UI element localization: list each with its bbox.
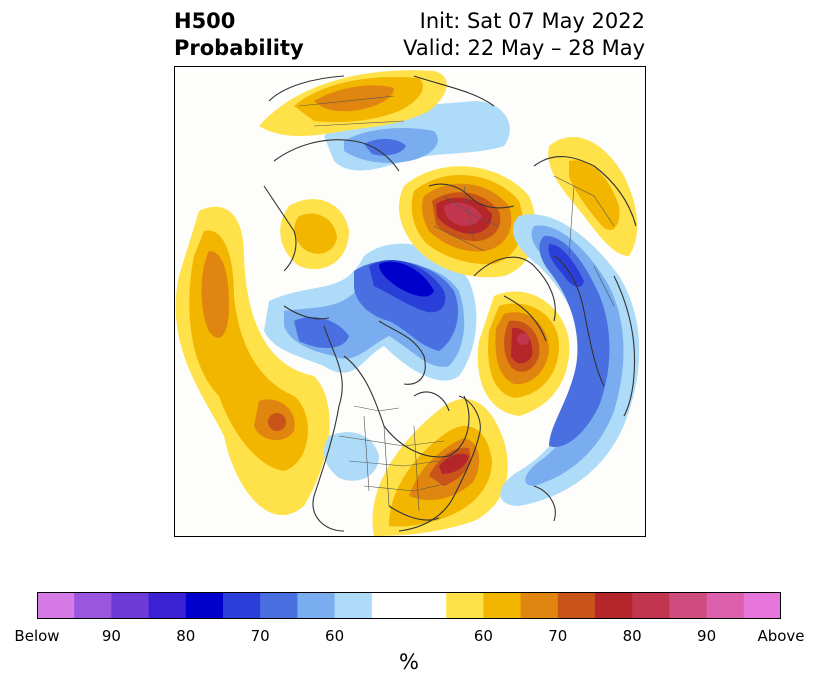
colorbar-swatch bbox=[371, 592, 410, 619]
product-label: Probability bbox=[174, 36, 304, 60]
country-borders bbox=[298, 95, 615, 512]
colorbar-swatch bbox=[446, 592, 484, 619]
colorbar-tick-label: Below bbox=[14, 627, 60, 645]
positive-anomaly-east-siberia bbox=[548, 137, 638, 256]
colorbar-svg bbox=[37, 592, 781, 619]
colorbar-tick-label: Above bbox=[757, 627, 805, 645]
colorbar-swatch bbox=[706, 592, 745, 619]
colorbar-swatch bbox=[520, 592, 559, 619]
colorbar-swatch bbox=[223, 592, 261, 619]
chart-title-right: Init: Sat 07 May 2022 Valid: 22 May – 28… bbox=[403, 8, 645, 62]
colorbar-tick-label: 60 bbox=[325, 627, 345, 645]
colorbar-tick-label: 60 bbox=[473, 627, 493, 645]
colorbar-swatch bbox=[632, 592, 670, 619]
colorbar-tick-label: 80 bbox=[622, 627, 642, 645]
colorbar-tick-label: 90 bbox=[101, 627, 121, 645]
negative-anomaly-central-us bbox=[323, 432, 379, 481]
colorbar-swatch bbox=[74, 592, 112, 619]
colorbar-swatch bbox=[669, 592, 708, 619]
negative-anomaly-arctic bbox=[264, 243, 477, 381]
positive-anomaly-alaska bbox=[280, 199, 349, 270]
colorbar-tick-label: 70 bbox=[548, 627, 568, 645]
probability-map bbox=[174, 66, 646, 537]
map-frame bbox=[174, 66, 646, 537]
variable-label: H500 bbox=[174, 9, 236, 33]
init-date-label: Init: Sat 07 May 2022 bbox=[419, 9, 645, 33]
colorbar-swatch bbox=[111, 592, 150, 619]
colorbar-tick-label: 90 bbox=[697, 627, 717, 645]
positive-anomaly-europe bbox=[399, 166, 536, 278]
valid-range-label: Valid: 22 May – 28 May bbox=[403, 36, 645, 60]
probability-fields bbox=[175, 70, 640, 536]
positive-anomaly-north-pacific bbox=[175, 206, 330, 516]
coastlines bbox=[263, 75, 637, 532]
positive-anomaly-north-america-east bbox=[372, 398, 508, 536]
colorbar-swatch bbox=[334, 592, 373, 619]
colorbar-tick-label: 70 bbox=[250, 627, 270, 645]
colorbar-tick-label: 80 bbox=[176, 627, 196, 645]
colorbar-swatch bbox=[743, 592, 781, 619]
colorbar-unit-label: % bbox=[399, 650, 419, 674]
chart-title-left: H500 Probability bbox=[174, 8, 304, 62]
colorbar-swatch bbox=[37, 592, 75, 619]
colorbar bbox=[37, 592, 781, 619]
colorbar-swatch bbox=[260, 592, 298, 619]
colorbar-swatch bbox=[557, 592, 596, 619]
colorbar-border bbox=[37, 592, 781, 619]
positive-anomaly-north-atlantic bbox=[477, 291, 570, 416]
map-svg bbox=[174, 66, 646, 537]
colorbar-swatch bbox=[595, 592, 633, 619]
colorbar-swatch bbox=[185, 592, 224, 619]
colorbar-swatch bbox=[483, 592, 522, 619]
colorbar-swatch bbox=[409, 592, 447, 619]
colorbar-swatch bbox=[148, 592, 187, 619]
positive-anomaly-siberia-north bbox=[259, 70, 447, 136]
colorbar-swatch bbox=[297, 592, 336, 619]
